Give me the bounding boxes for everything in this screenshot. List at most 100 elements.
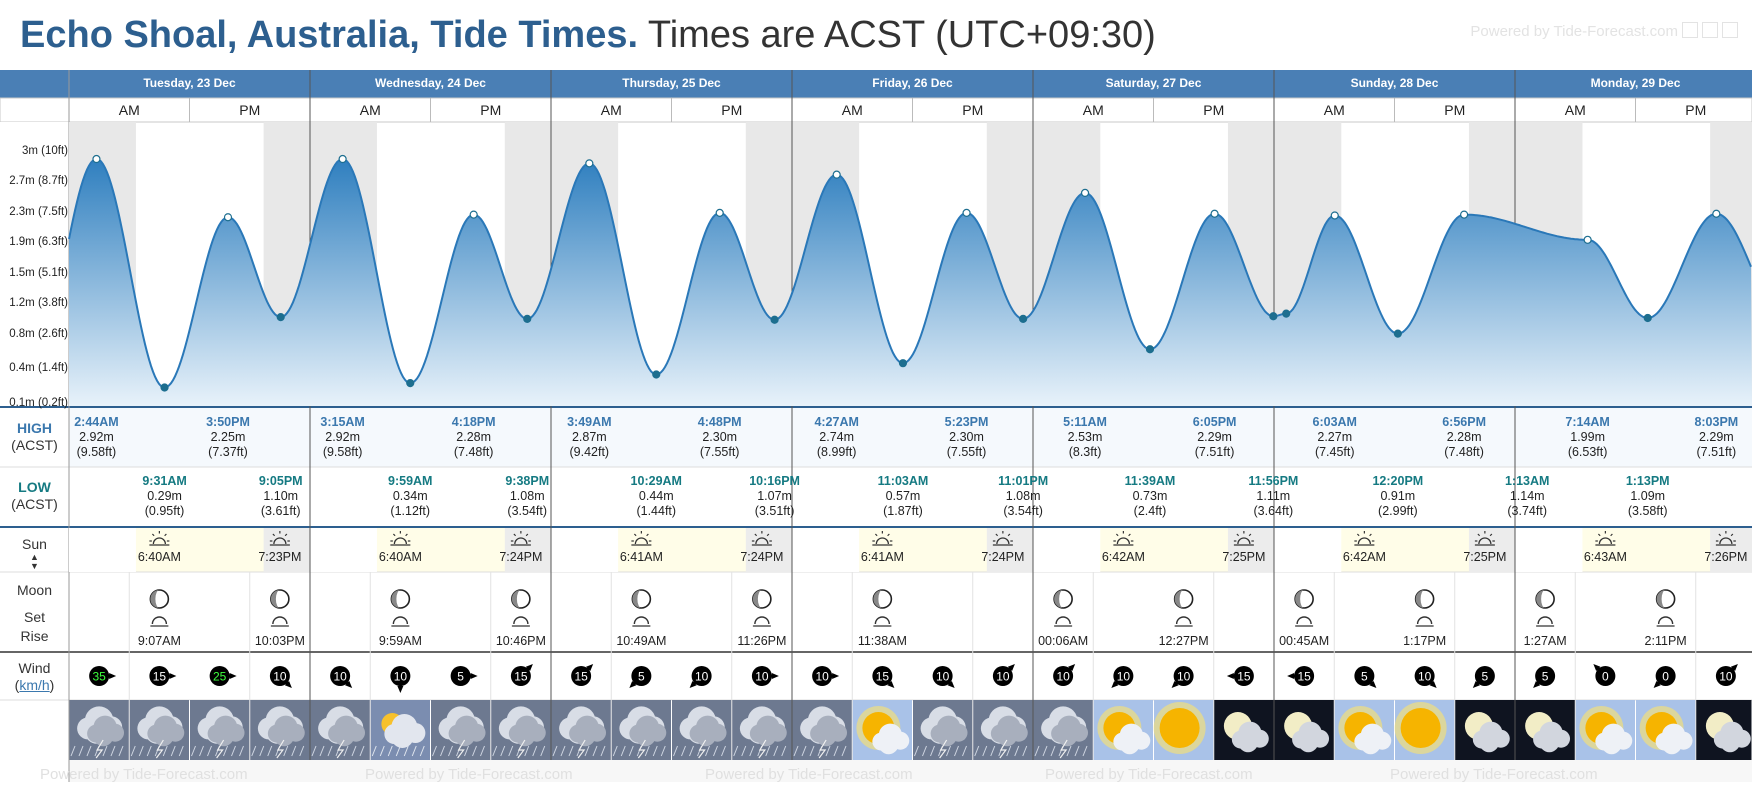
high-tide-point[interactable] — [715, 208, 724, 217]
y-axis-label: 1.2m (3.8ft) — [9, 297, 68, 310]
share-icon[interactable] — [1682, 22, 1698, 38]
high-tide-cell-feet: (7.51ft) — [1194, 445, 1235, 459]
low-tide-point[interactable] — [1393, 329, 1402, 338]
low-tide-point[interactable] — [406, 379, 415, 388]
high-tide-point[interactable] — [832, 170, 841, 179]
low-tide-cell[interactable]: 1:13AM 1.14m (3.74ft) — [1495, 474, 1559, 519]
low-tide-cell[interactable]: 11:01PM 1.08m (3.54ft) — [991, 474, 1055, 519]
high-tide-point[interactable] — [1460, 210, 1469, 219]
high-tide-cell-meters: 2.92m — [79, 430, 114, 444]
moon-rise-label: Rise — [20, 628, 49, 644]
high-tide-cell[interactable]: 3:49AM 2.87m (9.42ft) — [557, 415, 621, 460]
high-tide-point[interactable] — [1712, 209, 1721, 218]
low-tide-cell[interactable]: 10:29AM 0.44m (1.44ft) — [624, 474, 688, 519]
low-tide-cell[interactable]: 10:16PM 1.07m (3.51ft) — [743, 474, 807, 519]
moon-event-time: 1:17PM — [1403, 634, 1447, 648]
high-tide-point[interactable] — [92, 154, 101, 164]
wind-arrow-icon: 0 — [1593, 663, 1616, 686]
high-tide-cell[interactable]: 7:14AM 1.99m (6.53ft) — [1556, 415, 1620, 460]
low-tide-point[interactable] — [898, 359, 908, 368]
high-tide-cell[interactable]: 4:48PM 2.30m (7.55ft) — [688, 415, 752, 460]
wind-speed: 15 — [153, 670, 167, 684]
sun-predawn — [551, 528, 619, 572]
low-tide-cell-feet: (3.61ft) — [260, 504, 301, 518]
sunrise-time: 6:41AM — [860, 550, 904, 564]
moon-phase-icon — [1655, 589, 1676, 609]
low-tide-point[interactable] — [1145, 345, 1155, 354]
high-tide-cell[interactable]: 2:44AM 2.92m (9.58ft) — [64, 415, 128, 460]
high-tide-cell[interactable]: 5:23PM 2.30m (7.55ft) — [935, 415, 999, 460]
low-tide-cell[interactable]: 11:03AM 0.57m (1.87ft) — [871, 474, 935, 519]
low-tide-cell[interactable]: 12:20PM 0.91m (2.99ft) — [1366, 474, 1430, 519]
low-tide-cell[interactable]: 9:31AM 0.29m (0.95ft) — [133, 474, 197, 519]
high-tide-point[interactable] — [1080, 188, 1090, 197]
powered-by[interactable]: Powered by Tide-Forecast.com — [1470, 22, 1738, 40]
low-tide-cell[interactable]: 9:38PM 1.08m (3.54ft) — [495, 474, 559, 519]
moonrise-icon — [150, 616, 169, 627]
wind-speed: 15 — [514, 670, 528, 684]
high-tide-point[interactable] — [962, 208, 971, 217]
low-tide-cell[interactable]: 11:39AM 0.73m (2.4ft) — [1118, 474, 1182, 519]
am-label: AM — [841, 102, 863, 118]
wind-speed: 15 — [574, 670, 588, 684]
low-tide-point[interactable] — [160, 383, 169, 392]
weather-sunbig-icon — [1394, 700, 1455, 760]
wind-unit-link[interactable]: (km/h) — [14, 677, 55, 693]
high-tide-cell[interactable]: 3:15AM 2.92m (9.58ft) — [311, 415, 375, 460]
moon-event-time: 00:45AM — [1279, 634, 1330, 648]
low-tide-point[interactable] — [1643, 313, 1652, 323]
high-tide-point[interactable] — [585, 159, 594, 168]
high-tide-cell-feet: (7.51ft) — [1696, 445, 1737, 459]
moon-event-time: 2:11PM — [1644, 634, 1687, 648]
low-tide-cell-meters: 0.57m — [885, 489, 921, 503]
low-tide-point[interactable] — [276, 313, 285, 322]
low-tide-cell-time: 10:16PM — [749, 474, 800, 488]
low-tide-cell-feet: (2.99ft) — [1378, 504, 1418, 518]
moonrise-icon — [1054, 616, 1073, 627]
high-tide-cell[interactable]: 6:56PM 2.28m (7.48ft) — [1432, 415, 1496, 460]
high-tide-cell[interactable]: 6:05PM 2.29m (7.51ft) — [1183, 415, 1247, 460]
low-tide-cell[interactable]: 1:13PM 1.09m (3.58ft) — [1616, 474, 1680, 519]
wind-badge — [872, 666, 893, 686]
low-tide-cell[interactable]: 11:56PM 1.11m (3.64ft) — [1241, 474, 1305, 519]
moon-phase-icon — [1535, 589, 1555, 609]
day-header-bar — [0, 70, 1752, 98]
low-tide-point[interactable] — [1269, 312, 1278, 321]
print-icon[interactable] — [1702, 22, 1718, 38]
tide-area — [69, 159, 1752, 406]
high-tide-cell[interactable]: 5:11AM 2.53m (8.3ft) — [1053, 415, 1117, 460]
high-tide-point[interactable] — [469, 210, 478, 219]
low-tide-cell-time: 9:05PM — [258, 474, 303, 488]
sunset-icon — [992, 531, 1013, 546]
high-tide-point[interactable] — [1330, 211, 1339, 220]
weather-storm-icon — [69, 700, 129, 760]
am-label: AM — [359, 102, 381, 118]
moon-event-time: 1:27AM — [1523, 634, 1567, 648]
wind-arrow-icon: 10 — [689, 666, 712, 689]
pm-label: PM — [1685, 102, 1707, 118]
y-axis-label: 3m (10ft) — [21, 145, 68, 158]
timezone-note: Times are ACST (UTC+09:30) — [647, 14, 1156, 56]
embed-icon[interactable] — [1722, 22, 1738, 38]
low-tide-point[interactable] — [523, 314, 532, 323]
high-tide-point[interactable] — [338, 154, 347, 164]
wind-badge — [992, 666, 1013, 686]
moon-event-time: 00:06AM — [1038, 634, 1089, 648]
high-tide-cell[interactable]: 6:03AM 2.27m (7.45ft) — [1303, 415, 1367, 460]
low-tide-point[interactable] — [770, 315, 779, 324]
low-tide-cell-feet: (3.54ft) — [1003, 504, 1043, 518]
low-tide-point[interactable] — [1019, 314, 1028, 323]
high-tide-cell[interactable]: 8:03PM 2.29m (7.51ft) — [1684, 415, 1748, 460]
high-tide-cell[interactable]: 4:18PM 2.28m (7.48ft) — [442, 415, 506, 460]
high-tide-point[interactable] — [1210, 209, 1219, 218]
wind-arrow-icon: 10 — [751, 666, 779, 686]
low-tide-cell[interactable]: 9:59AM 0.34m (1.12ft) — [378, 474, 442, 519]
low-tide-point[interactable] — [652, 370, 661, 379]
high-tide-point[interactable] — [1583, 235, 1592, 244]
low-tide-point[interactable] — [1282, 309, 1291, 318]
high-tide-point[interactable] — [223, 213, 233, 222]
low-tide-cell[interactable]: 9:05PM 1.10m (3.61ft) — [249, 474, 313, 519]
high-tide-cell[interactable]: 4:27AM 2.74m (8.99ft) — [805, 415, 869, 460]
moon-phase-icon — [872, 589, 893, 609]
high-tide-cell[interactable]: 3:50PM 2.25m (7.37ft) — [196, 415, 260, 460]
